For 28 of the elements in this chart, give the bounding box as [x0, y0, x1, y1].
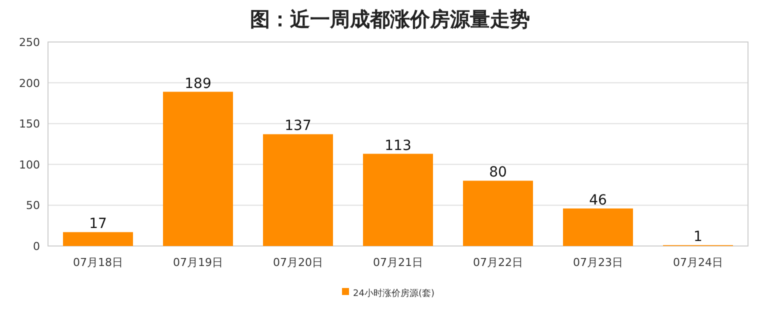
- data-label: 80: [489, 164, 507, 181]
- data-label: 137: [284, 118, 312, 134]
- bar: [263, 134, 333, 246]
- x-tick-label: 07月19日: [173, 256, 223, 269]
- data-label: 46: [589, 192, 607, 208]
- data-label: 189: [184, 76, 212, 92]
- data-label: 17: [89, 216, 107, 232]
- bar: [163, 92, 233, 246]
- x-tick-label: 07月21日: [373, 256, 423, 269]
- chart-title: 图：近一周成都涨价房源量走势: [250, 7, 530, 31]
- y-tick-label: 50: [26, 199, 40, 212]
- x-tick-label: 07月23日: [573, 256, 623, 269]
- data-label: 1: [694, 229, 702, 246]
- bar: [63, 232, 133, 246]
- x-tick-label: 07月20日: [273, 256, 323, 269]
- x-tick-label: 07月18日: [73, 256, 123, 269]
- y-tick-label: 250: [19, 36, 40, 49]
- y-tick-label: 150: [19, 118, 40, 131]
- x-tick-label: 07月22日: [473, 256, 523, 269]
- bar: [563, 208, 633, 246]
- y-tick-label: 0: [33, 240, 40, 253]
- bar: [463, 180, 533, 246]
- bar: [363, 154, 433, 246]
- x-tick-label: 07月24日: [673, 256, 723, 269]
- y-tick-label: 200: [19, 76, 40, 90]
- legend-label: 24小时涨价房源(套): [353, 288, 434, 299]
- y-tick-label: 100: [19, 158, 40, 172]
- data-label: 113: [384, 138, 412, 154]
